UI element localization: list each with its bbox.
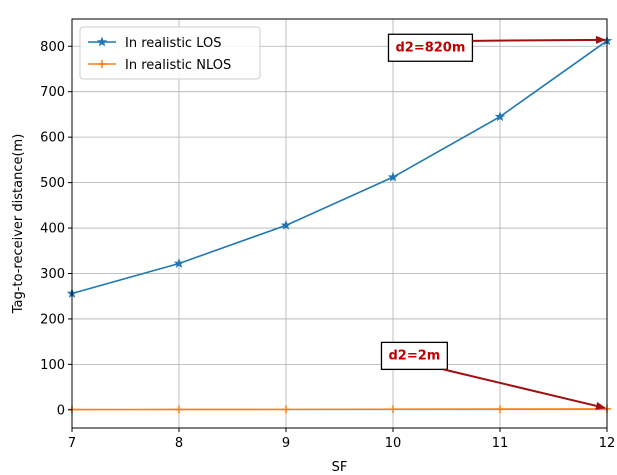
y-axis-label: Tag-to-receiver distance(m) [11, 134, 26, 315]
x-tick-label: 8 [175, 436, 183, 451]
legend-item: In realistic LOS [88, 36, 221, 51]
y-tick-label: 300 [40, 267, 65, 282]
data-point [173, 258, 185, 268]
y-tick-label: 0 [57, 403, 65, 418]
x-tick-label: 7 [68, 436, 76, 451]
series-line [71, 408, 608, 411]
annotation-label: d2=2m [388, 348, 440, 363]
y-tick-label: 800 [40, 40, 65, 55]
annotation-arrow [443, 368, 606, 410]
data-point [494, 111, 506, 122]
data-point [282, 405, 290, 414]
annotation-arrow [472, 35, 606, 44]
x-tick-label: 11 [492, 436, 509, 451]
annotation: d2=2m [380, 341, 606, 410]
plot-frame [71, 18, 608, 429]
x-tick-label: 9 [282, 436, 290, 451]
legend-label: In realistic LOS [125, 36, 221, 51]
y-tick-label: 100 [40, 358, 65, 373]
annotation: d2=820m [387, 33, 606, 62]
annotation-box [380, 341, 448, 371]
y-tick-label: 700 [40, 85, 65, 100]
data-point [175, 405, 183, 414]
grid [71, 19, 608, 428]
legend: In realistic LOS In realistic NLOS [79, 26, 261, 80]
legend-marker [98, 60, 106, 68]
data-point [389, 405, 397, 414]
y-tick-label: 400 [40, 222, 65, 237]
legend-label: In realistic NLOS [125, 58, 231, 73]
annotation-label: d2=820m [395, 40, 465, 55]
y-tick-label: 600 [40, 131, 65, 146]
x-axis-label: SF [332, 460, 348, 475]
annotation-box [387, 33, 474, 62]
series-nlos [68, 404, 611, 414]
data-point [496, 405, 504, 414]
series-line [71, 40, 608, 295]
legend-marker [96, 36, 108, 47]
data-point [387, 171, 399, 182]
x-tick-label: 12 [599, 436, 616, 451]
x-tick-label: 10 [385, 436, 402, 451]
y-tick-label: 500 [40, 176, 65, 191]
y-tick-label: 200 [40, 312, 65, 327]
axes-ticks: 7 8 9 10 11 12 0 100 200 300 400 500 600 700 800 [40, 40, 615, 451]
annotations: d2=820m d2=2m [380, 33, 606, 410]
legend-box [79, 26, 261, 80]
data-point [280, 219, 292, 230]
legend-item: In realistic NLOS [88, 58, 231, 73]
series-layer [66, 35, 613, 414]
